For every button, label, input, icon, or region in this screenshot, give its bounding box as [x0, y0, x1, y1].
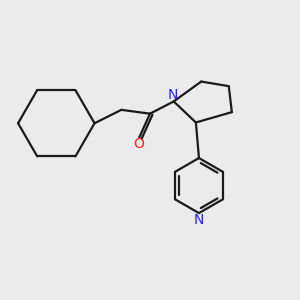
- Text: O: O: [134, 137, 144, 151]
- Text: N: N: [168, 88, 178, 102]
- Text: N: N: [194, 213, 204, 226]
